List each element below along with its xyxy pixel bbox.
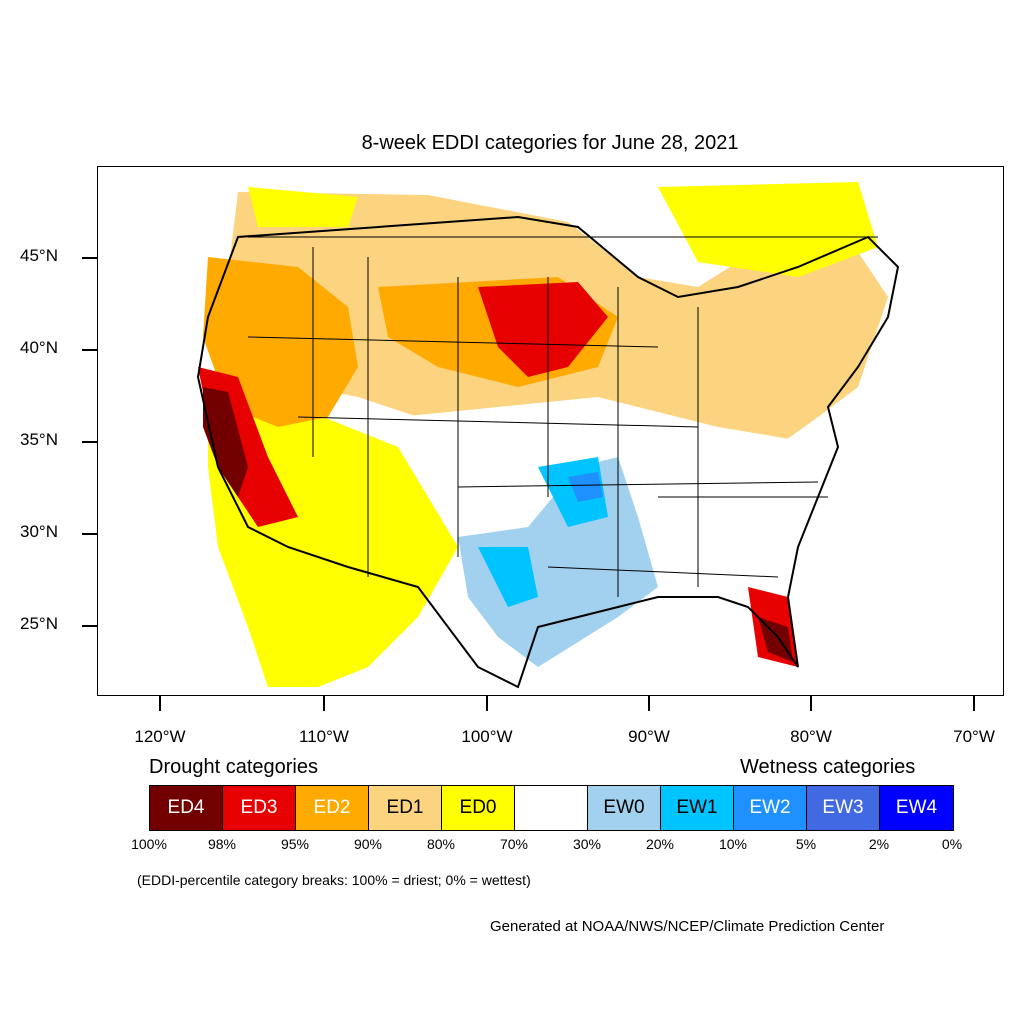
category-legend: ED4 ED3 ED2 ED1 ED0 EW0 EW1 EW2 EW3 EW4 — [149, 785, 954, 831]
florida-ed4-region — [758, 617, 793, 662]
percentile-label: 10% — [718, 836, 748, 852]
drought-heading: Drought categories — [149, 756, 318, 778]
percentile-label: 0% — [941, 836, 963, 852]
percentile-label: 98% — [207, 836, 237, 852]
lat-tick-40 — [82, 349, 97, 351]
lon-tick-100 — [486, 696, 488, 711]
north-plains-ed0-region — [248, 187, 358, 227]
lon-tick-90 — [648, 696, 650, 711]
legend-swatch-ed1: ED1 — [369, 786, 442, 830]
eddi-map — [196, 182, 900, 689]
wetness-heading: Wetness categories — [740, 756, 916, 778]
lat-label-45: 45°N — [20, 246, 58, 265]
percentile-label: 30% — [572, 836, 602, 852]
lat-tick-35 — [82, 441, 97, 443]
lat-label-35: 35°N — [20, 430, 58, 449]
lat-label-30: 30°N — [20, 522, 58, 541]
legend-swatch-ew2: EW2 — [734, 786, 807, 830]
northeast-ed0-region — [658, 182, 878, 277]
map-title: 8-week EDDI categories for June 28, 2021 — [361, 132, 739, 154]
northern-plains-ed3-region — [478, 282, 608, 377]
lon-label-100: 100°W — [461, 727, 513, 746]
lon-tick-110 — [323, 696, 325, 711]
lat-label-25: 25°N — [20, 614, 58, 633]
percentile-label: 70% — [499, 836, 529, 852]
percentile-label: 95% — [280, 836, 310, 852]
legend-swatch-ew3: EW3 — [807, 786, 880, 830]
legend-swatch-neutral — [515, 786, 588, 830]
percentile-label: 80% — [426, 836, 456, 852]
map-panel — [97, 166, 1004, 696]
credit-line: Generated at NOAA/NWS/NCEP/Climate Predi… — [490, 918, 885, 935]
legend-swatch-ed2: ED2 — [296, 786, 369, 830]
ozarks-ew2-region — [568, 472, 603, 502]
lon-tick-120 — [159, 696, 161, 711]
percentile-label: 5% — [795, 836, 817, 852]
lon-label-120: 120°W — [134, 727, 186, 746]
lat-tick-30 — [82, 533, 97, 535]
percentile-label: 100% — [131, 836, 167, 852]
texas-ew1-region — [478, 547, 538, 607]
lat-label-40: 40°N — [20, 338, 58, 357]
conus-outline — [196, 215, 900, 689]
legend-swatch-ed3: ED3 — [223, 786, 296, 830]
california-ed4-region — [203, 387, 248, 497]
legend-swatch-ew4: EW4 — [880, 786, 953, 830]
west-ed2-region — [203, 257, 358, 427]
lon-label-80: 80°W — [790, 727, 832, 746]
lon-tick-80 — [810, 696, 812, 711]
legend-swatch-ed4: ED4 — [150, 786, 223, 830]
state-boundaries — [247, 236, 878, 597]
southern-plains-ew0-region — [458, 457, 658, 667]
percentile-label: 2% — [868, 836, 890, 852]
lon-label-70: 70°W — [953, 727, 995, 746]
lat-tick-25 — [82, 625, 97, 627]
percentile-label: 20% — [645, 836, 675, 852]
lon-tick-70 — [973, 696, 975, 711]
category-note: (EDDI-percentile category breaks: 100% =… — [137, 872, 531, 888]
legend-swatch-ed0: ED0 — [442, 786, 515, 830]
percentile-label: 90% — [353, 836, 383, 852]
lat-tick-45 — [82, 257, 97, 259]
lon-label-110: 110°W — [299, 727, 349, 746]
legend-swatch-ew0: EW0 — [588, 786, 661, 830]
lon-label-90: 90°W — [628, 727, 670, 746]
legend-swatch-ew1: EW1 — [661, 786, 734, 830]
